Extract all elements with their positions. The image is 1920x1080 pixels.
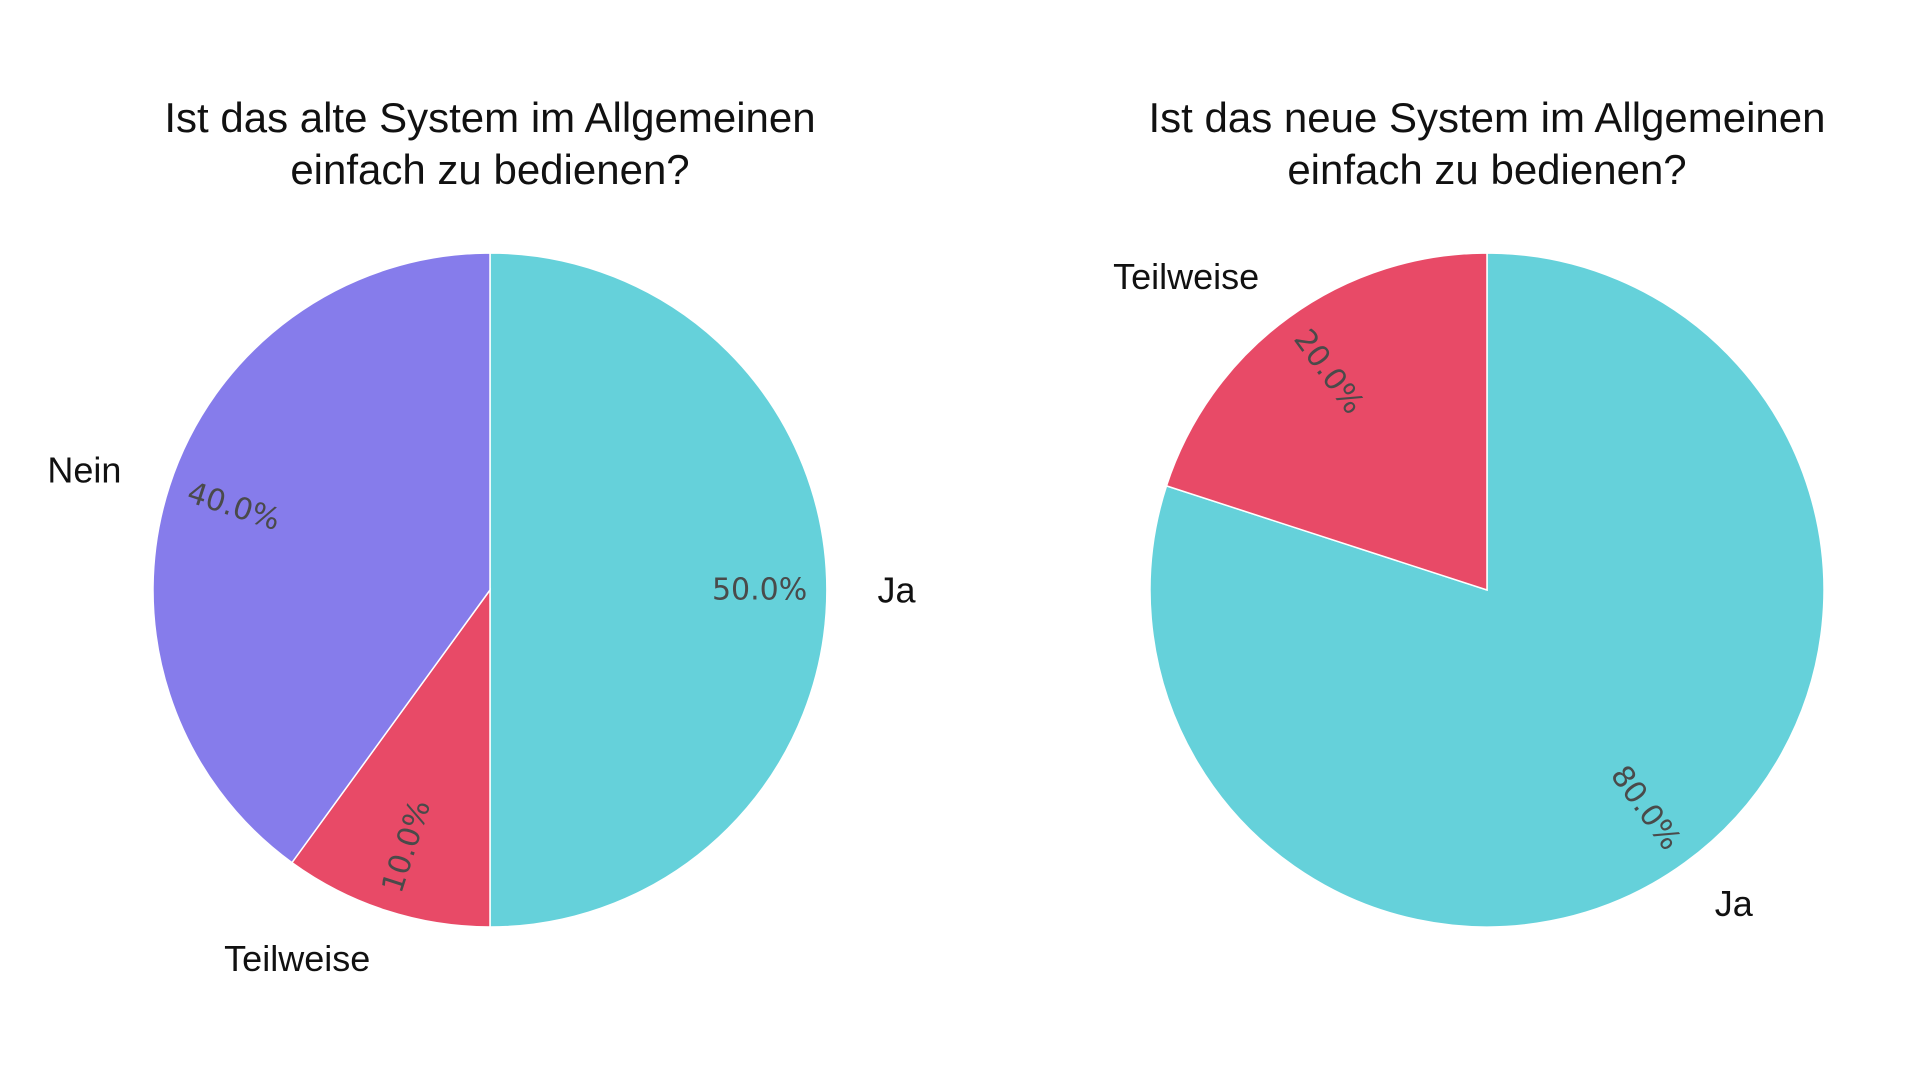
chart-title-new-line-2: einfach zu bedienen? <box>1287 146 1686 193</box>
pie-slice-ja <box>1149 252 1825 928</box>
pie-slice-ja <box>489 252 828 928</box>
pie-slice-teilweise <box>290 587 491 928</box>
chart-title-old-line-1: Ist das alte System im Allgemeinen <box>164 94 815 141</box>
pie-chart-old-system: Ist das alte System im Allgemeinen einfa… <box>47 94 916 979</box>
pie-category-label-teilweise: Teilweise <box>224 938 370 979</box>
pie-slice-teilweise <box>1165 252 1488 592</box>
chart-title-old-line-2: einfach zu bedienen? <box>290 146 689 193</box>
chart-title-new-line-1: Ist das neue System im Allgemeinen <box>1148 94 1825 141</box>
pie-category-label-nein: Nein <box>47 450 121 491</box>
pie-slice-nein <box>152 252 491 864</box>
pie-category-label-ja: Ja <box>1715 883 1754 924</box>
pie-chart-new-system: Ist das neue System im Allgemeinen einfa… <box>1113 94 1826 928</box>
pie-category-label-ja: Ja <box>878 570 917 611</box>
pie-value-label-ja: 50.0% <box>712 573 807 608</box>
pie-category-label-teilweise: Teilweise <box>1113 256 1259 297</box>
